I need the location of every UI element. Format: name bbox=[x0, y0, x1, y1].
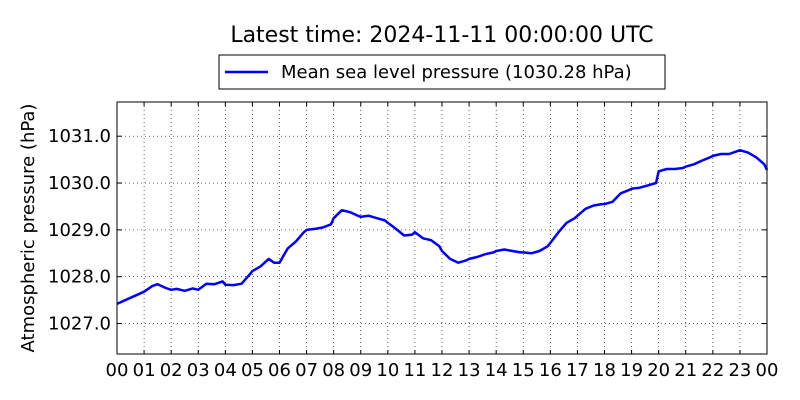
x-tick-label: 12 bbox=[431, 360, 454, 381]
x-tick-label: 17 bbox=[566, 360, 589, 381]
y-tick-label: 1028.0 bbox=[48, 267, 111, 288]
y-tick-label: 1031.0 bbox=[48, 126, 111, 147]
x-tick-label: 19 bbox=[620, 360, 643, 381]
x-tick-label: 06 bbox=[268, 360, 291, 381]
x-tick-label: 00 bbox=[756, 360, 779, 381]
y-tick-label: 1030.0 bbox=[48, 173, 111, 194]
x-tick-label: 11 bbox=[403, 360, 426, 381]
y-tick-label: 1027.0 bbox=[48, 314, 111, 335]
x-tick-label: 22 bbox=[701, 360, 724, 381]
legend: Mean sea level pressure (1030.28 hPa) bbox=[218, 54, 666, 90]
x-tick-label: 15 bbox=[512, 360, 535, 381]
plot-frame bbox=[116, 101, 768, 355]
x-tick-label: 16 bbox=[539, 360, 562, 381]
y-tick-label: 1029.0 bbox=[48, 220, 111, 241]
series-line-0 bbox=[116, 148, 769, 306]
x-tick-label: 04 bbox=[214, 360, 237, 381]
ticks: 00 01 02 03 04 05 06 07 08 09 10 11 12 13 14 15 16 17 18 19… bbox=[48, 102, 778, 381]
x-tick-label: 05 bbox=[241, 360, 264, 381]
x-tick-label: 13 bbox=[458, 360, 481, 381]
x-tick-label: 09 bbox=[349, 360, 372, 381]
grid bbox=[117, 102, 767, 354]
x-tick-label: 14 bbox=[485, 360, 508, 381]
x-tick-label: 10 bbox=[376, 360, 399, 381]
x-tick-label: 00 bbox=[106, 360, 129, 381]
chart-title: Latest time: 2024-11-11 00:00:00 UTC bbox=[230, 23, 653, 48]
y-axis-label: Atmospheric pressure (hPa) bbox=[18, 104, 39, 353]
x-tick-label: 08 bbox=[322, 360, 345, 381]
x-tick-label: 07 bbox=[295, 360, 318, 381]
x-tick-label: 20 bbox=[647, 360, 670, 381]
legend-box bbox=[218, 54, 666, 90]
x-tick-label: 23 bbox=[728, 360, 751, 381]
x-tick-label: 02 bbox=[160, 360, 183, 381]
series-layer bbox=[116, 148, 769, 306]
x-tick-label: 21 bbox=[674, 360, 697, 381]
x-tick-label: 01 bbox=[133, 360, 156, 381]
x-tick-label: 03 bbox=[187, 360, 210, 381]
legend-label: Mean sea level pressure (1030.28 hPa) bbox=[281, 62, 632, 83]
x-tick-label: 18 bbox=[593, 360, 616, 381]
